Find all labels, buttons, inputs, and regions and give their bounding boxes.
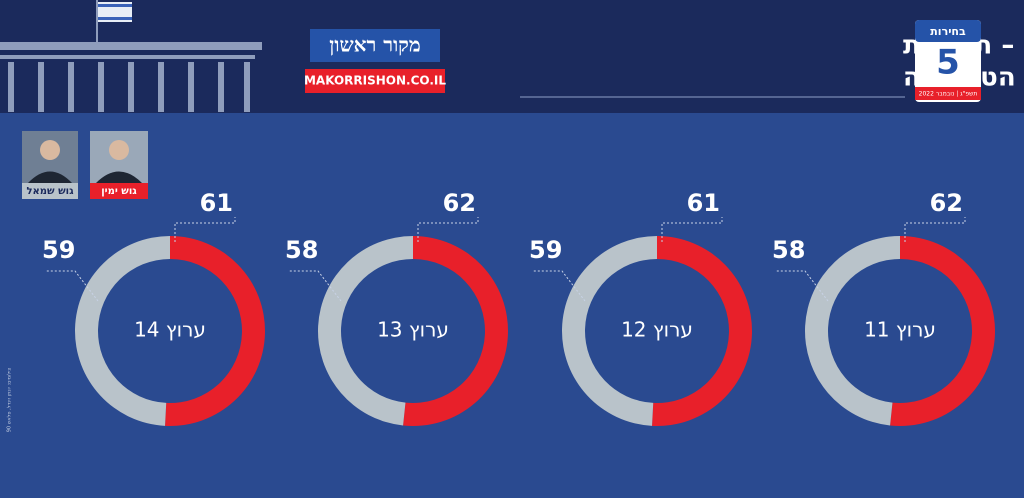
donut-segment bbox=[74, 236, 170, 426]
value-label: 59 bbox=[529, 236, 562, 264]
value-label: 61 bbox=[200, 189, 233, 217]
donut-segment bbox=[652, 236, 752, 426]
donut-segment bbox=[890, 236, 996, 426]
photo-face bbox=[40, 140, 60, 160]
leader bbox=[904, 217, 966, 242]
logo-box bbox=[310, 29, 440, 62]
chart-title: ערוץ 14 bbox=[134, 318, 206, 342]
building bbox=[0, 0, 262, 112]
leader bbox=[775, 270, 829, 302]
badge-bottom bbox=[915, 87, 981, 100]
site-box bbox=[305, 69, 445, 93]
legend-label: גוש ימין bbox=[101, 186, 137, 197]
donut-segment bbox=[165, 236, 265, 426]
photo-face bbox=[109, 140, 129, 160]
chart-title: ערוץ 11 bbox=[864, 318, 936, 342]
donut-segment bbox=[805, 236, 900, 426]
value-label: 62 bbox=[930, 189, 963, 217]
credit: צילומים: יונתן זינדל, פלאש 90 bbox=[7, 368, 13, 433]
donut-segment bbox=[403, 236, 509, 426]
chart-title: ערוץ 12 bbox=[621, 318, 693, 342]
legend-swatch bbox=[22, 183, 78, 199]
leader bbox=[288, 270, 342, 302]
value-label: 61 bbox=[687, 189, 720, 217]
value-label: 58 bbox=[285, 236, 318, 264]
site: MAKORRISHON.CO.IL bbox=[304, 74, 446, 88]
donut-segment bbox=[561, 236, 657, 426]
logo: מקור ראשון bbox=[329, 33, 421, 57]
leader bbox=[45, 270, 99, 302]
leader bbox=[174, 217, 236, 242]
legend-swatch bbox=[90, 183, 148, 199]
leader bbox=[417, 217, 479, 242]
chart-title: ערוץ 13 bbox=[377, 318, 449, 342]
photo-suit bbox=[28, 171, 72, 183]
leader bbox=[532, 270, 586, 302]
badge-date: תשפ"ג | נובמבר 2022 bbox=[919, 91, 978, 98]
legend-label: גוש שמאל bbox=[26, 186, 74, 197]
leader bbox=[661, 217, 723, 242]
badge-top bbox=[915, 20, 981, 42]
photo-suit bbox=[96, 171, 142, 183]
badge-number: 5 bbox=[936, 43, 960, 83]
badge-label: בחירות bbox=[930, 25, 966, 38]
value-label: 58 bbox=[772, 236, 805, 264]
donut-segment bbox=[318, 236, 413, 426]
value-label: 62 bbox=[443, 189, 476, 217]
value-label: 59 bbox=[42, 236, 75, 264]
